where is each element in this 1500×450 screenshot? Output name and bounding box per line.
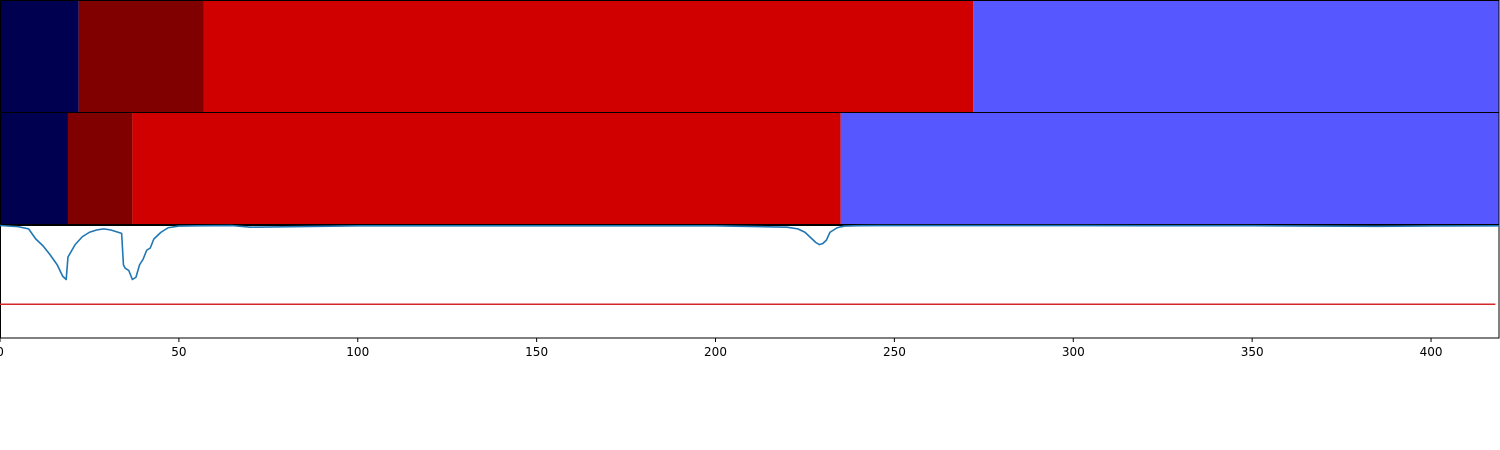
row-1-segment-1: [0, 0, 79, 113]
x-tick-label-150: 150: [525, 345, 548, 359]
x-tick-label-250: 250: [883, 345, 906, 359]
row-2-frame: [0, 112, 1500, 225]
x-tick-label-200: 200: [704, 345, 727, 359]
signal-panel-frame: [0, 225, 1500, 339]
row-1-segment-3: [203, 0, 974, 113]
x-tick-label-50: 50: [171, 345, 186, 359]
x-tick-label-300: 300: [1062, 345, 1085, 359]
row-2-segment-1: [0, 112, 68, 225]
signal-curve: [0, 224, 1500, 281]
x-tick-label-0: 0: [0, 345, 4, 359]
row-1-segment-2: [78, 0, 204, 113]
x-tick-label-100: 100: [346, 345, 369, 359]
signal-panel: [0, 224, 1500, 339]
row-1-segment-4: [973, 0, 1499, 113]
x-axis: 0 50 100 150 200 250 300 350 400: [0, 338, 1442, 359]
row-2-segment-4: [840, 112, 1499, 225]
row-2-segment-3: [132, 112, 841, 225]
x-tick-label-350: 350: [1241, 345, 1264, 359]
segment-rows: [0, 0, 1500, 225]
x-tick-label-400: 400: [1420, 345, 1443, 359]
row-2-segment-2: [67, 112, 133, 225]
